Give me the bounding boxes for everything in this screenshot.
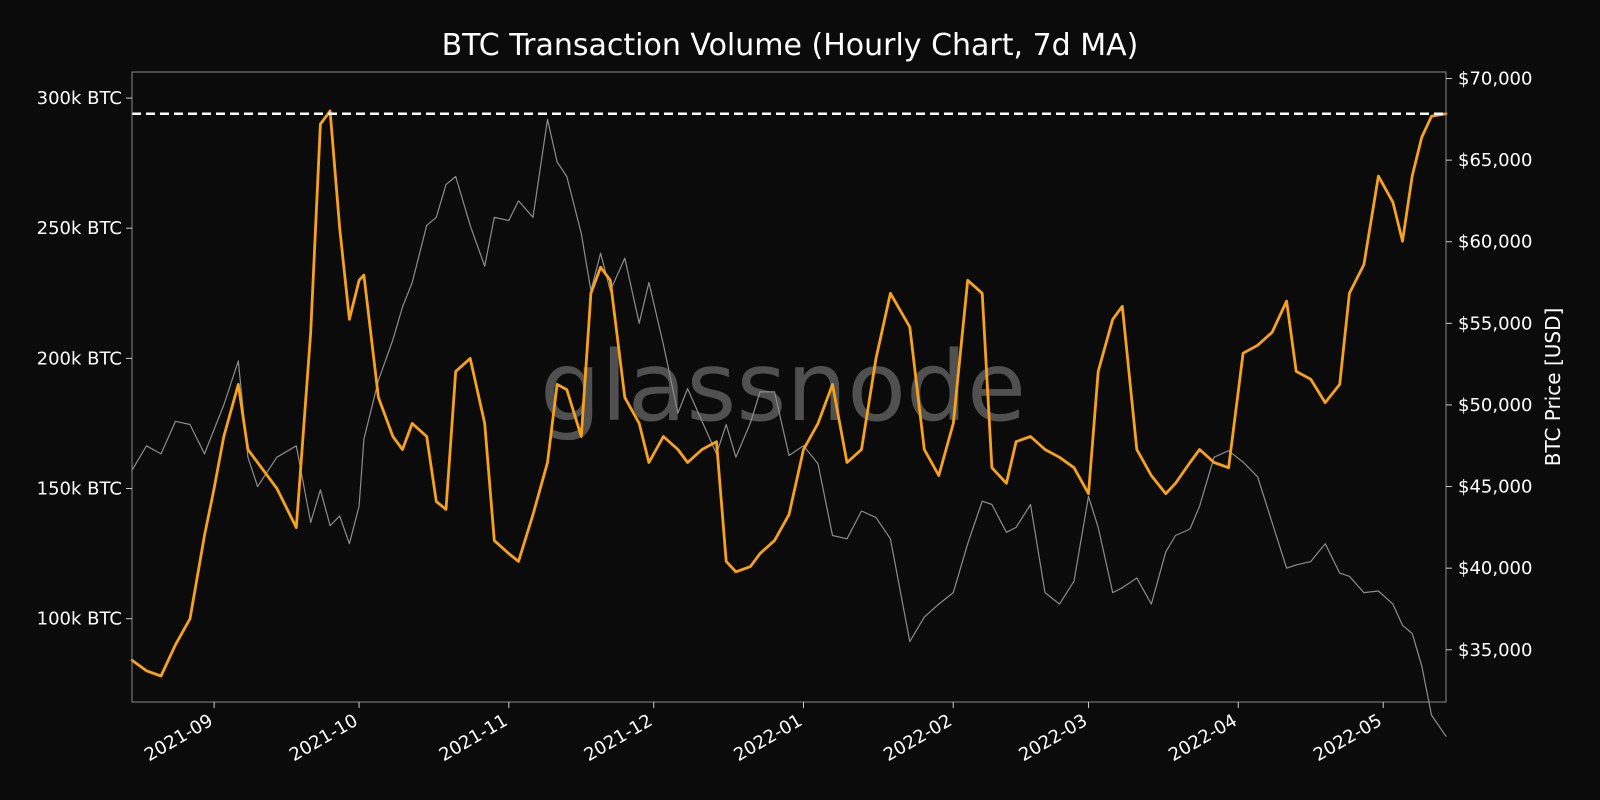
left-tick-label: 100k BTC — [37, 609, 122, 630]
left-axis-ticks: 100k BTC 150k BTC 200k BTC 250k BTC 300k BTC — [37, 88, 132, 630]
watermark-text: glassnode — [540, 331, 1026, 443]
price-series-group — [131, 118, 1447, 737]
left-tick-label: 300k BTC — [37, 88, 122, 109]
plot-frame — [131, 71, 1447, 703]
volume-series-group — [130, 109, 1448, 678]
left-tick-label: 200k BTC — [37, 348, 122, 369]
watermark: glassnode — [540, 331, 1026, 443]
right-tick-label: $70,000 — [1458, 69, 1532, 90]
right-tick-label: $65,000 — [1458, 150, 1532, 171]
left-tick-label: 150k BTC — [37, 479, 122, 500]
left-tick-label: 250k BTC — [37, 218, 122, 239]
volume-line — [130, 109, 1448, 678]
right-tick-label: $45,000 — [1458, 477, 1532, 498]
right-tick-label: $40,000 — [1458, 558, 1532, 579]
price-line — [131, 118, 1447, 737]
right-axis-label: BTC Price [USD] — [1541, 308, 1565, 467]
right-tick-label: $50,000 — [1458, 395, 1532, 416]
right-tick-label: $35,000 — [1458, 640, 1532, 661]
right-axis-ticks: $35,000 $40,000 $45,000 $50,000 $55,000 $60,0… — [1446, 69, 1532, 661]
right-tick-label: $55,000 — [1458, 313, 1532, 334]
right-tick-label: $60,000 — [1458, 232, 1532, 253]
chart-title: BTC Transaction Volume (Hourly Chart, 7d… — [442, 28, 1139, 63]
